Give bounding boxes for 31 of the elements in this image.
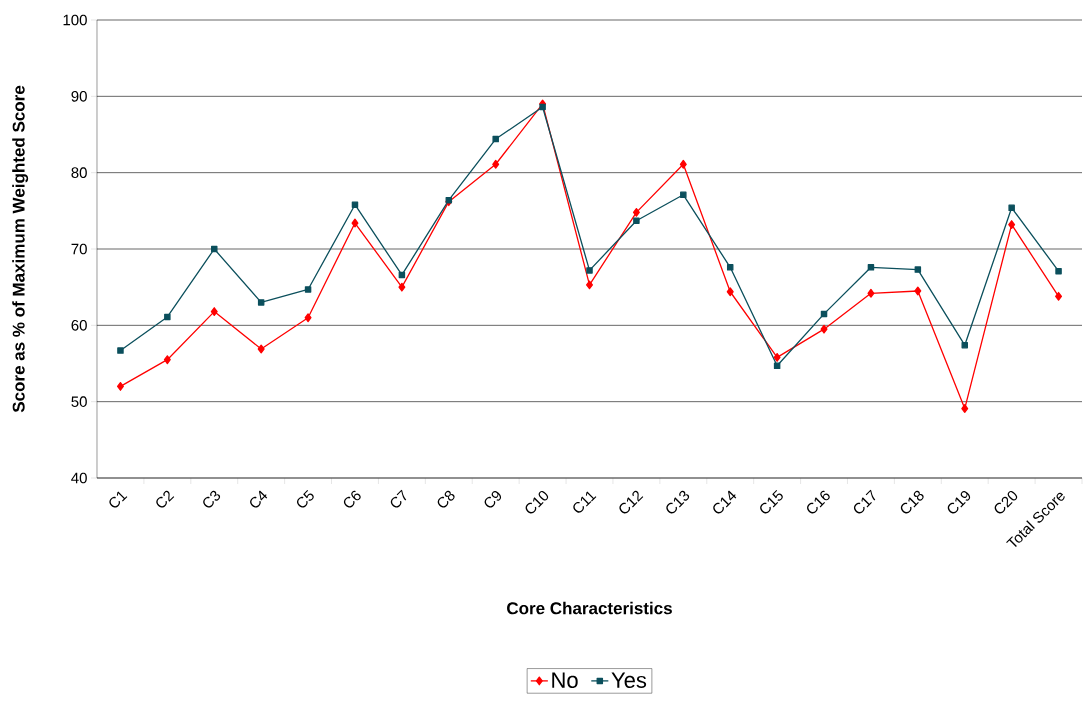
x-tick-label: C12 (619, 490, 644, 514)
x-tick-label: C17 (853, 489, 876, 514)
x-tick-label: C15 (760, 489, 783, 514)
x-tick-label: C11 (573, 491, 597, 513)
x-tick-label: C19 (947, 490, 971, 514)
x-tick-label: C14 (713, 490, 737, 514)
x-tick-label: C7 (390, 489, 407, 508)
x-tick-label: C5 (296, 489, 314, 508)
y-tick-label: 60 (71, 320, 87, 331)
y-tick-label: 40 (71, 472, 87, 484)
x-tick-label: C16 (807, 490, 830, 514)
x-tick-label: C3 (203, 490, 221, 508)
x-tick-label: C9 (484, 490, 502, 508)
x-tick-label: C20 (994, 490, 1018, 514)
legend-label: No (552, 672, 578, 688)
x-tick-label: C18 (900, 490, 924, 514)
y-tick-label: 100 (63, 14, 87, 26)
y-tick-label: 90 (71, 91, 87, 102)
x-tick-label: C4 (250, 490, 268, 508)
x-tick-label: C2 (156, 490, 175, 508)
legend-label: Yes (611, 672, 647, 688)
x-tick-label: C1 (109, 491, 128, 508)
y-tick-label: 50 (71, 396, 87, 407)
x-tick-label: C6 (343, 490, 361, 508)
x-tick-label: C10 (525, 490, 549, 514)
x-tick-label: C13 (666, 490, 690, 514)
y-tick-label: 70 (71, 243, 87, 255)
y-axis-title: Score as % of Maximum Weighted Score (12, 85, 29, 413)
y-tick-label: 80 (71, 167, 87, 178)
x-axis-title: Core Characteristics (507, 601, 672, 615)
x-tick-label: C8 (437, 490, 455, 508)
